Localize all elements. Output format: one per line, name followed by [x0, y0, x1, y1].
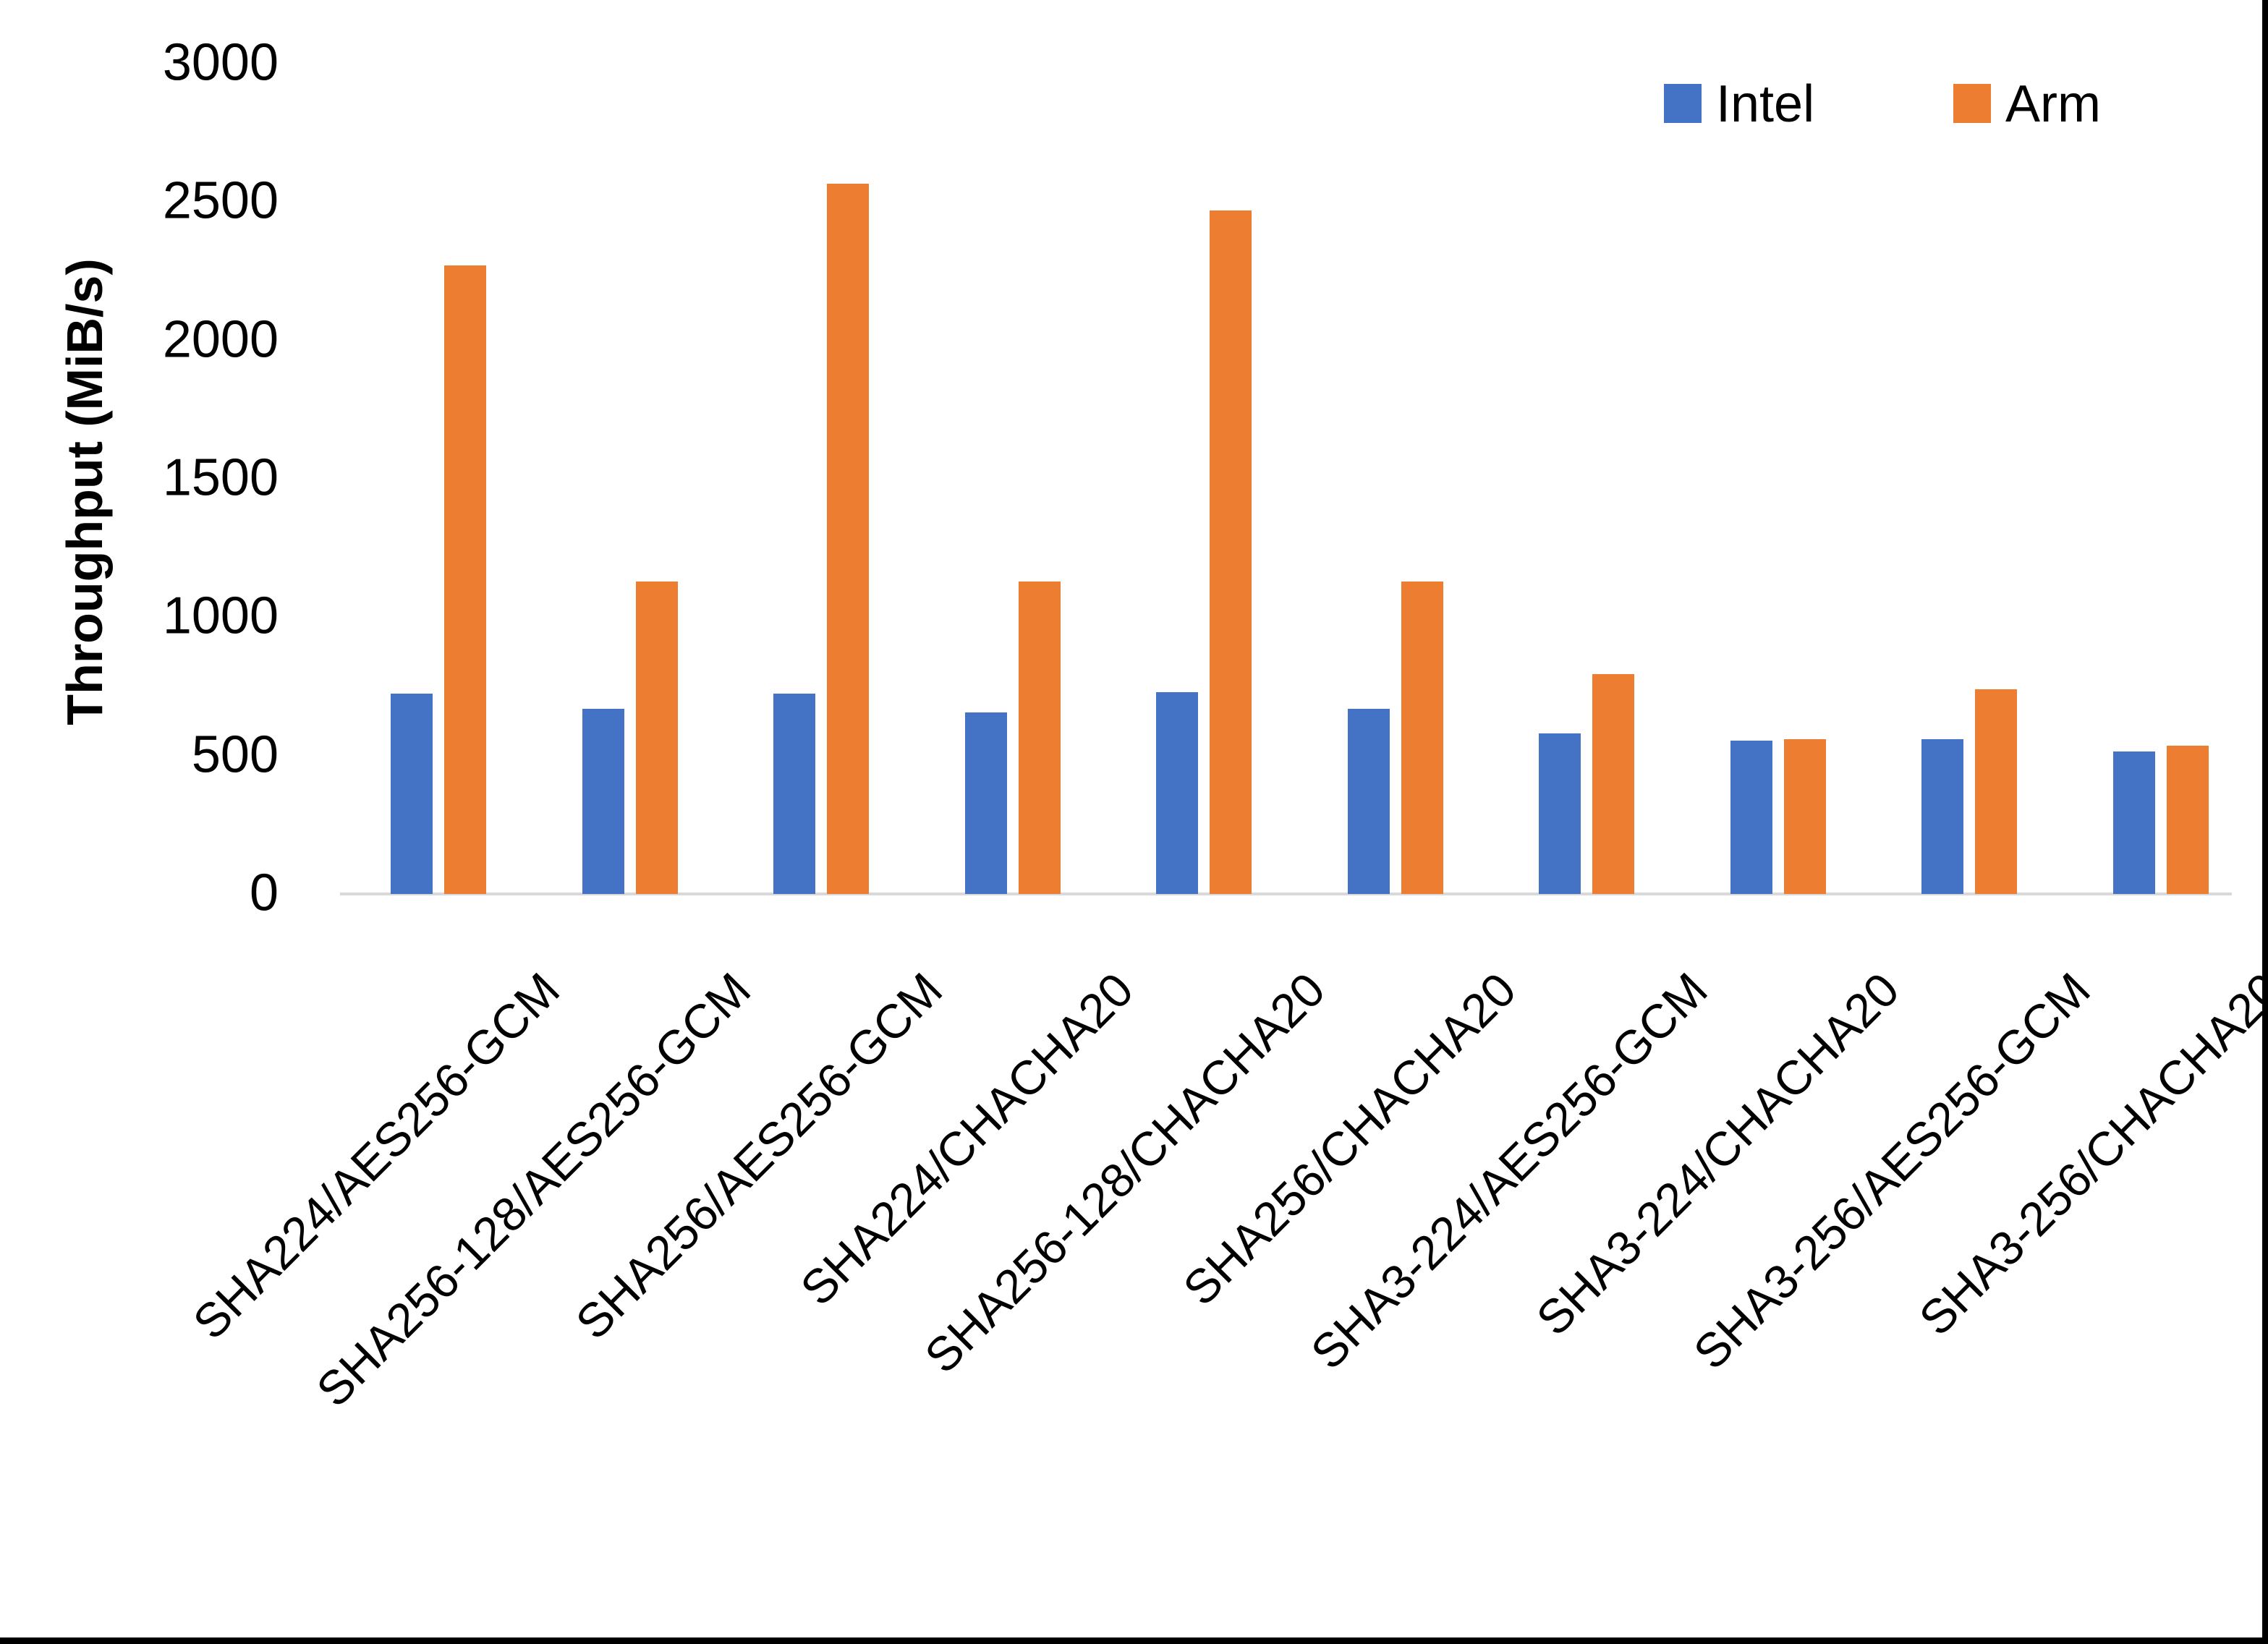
bar-arm-SHA256-128/CHACHA20 [1210, 210, 1252, 894]
bar-intel-SHA256-128/AES256-GCM [582, 709, 624, 894]
bar-arm-SHA224/AES256-GCM [444, 265, 486, 894]
bar-arm-SHA256/CHACHA20 [1401, 582, 1443, 894]
legend-swatch-arm-icon [1953, 84, 1991, 123]
bar-arm-SHA3-224/AES256-GCM [1592, 674, 1634, 894]
x-axis-label-SHA3-224/AES256-GCM: SHA3-224/AES256-GCM [1300, 962, 1717, 1379]
x-axis-line [340, 893, 2232, 895]
x-axis-label-SHA224/AES256-GCM: SHA224/AES256-GCM [182, 962, 569, 1350]
y-tick-label-0: 0 [249, 864, 279, 922]
x-axis-label-SHA3-224/CHACHA20: SHA3-224/CHACHA20 [1525, 962, 1909, 1346]
bar-arm-SHA256-128/AES256-GCM [635, 582, 678, 894]
x-axis-label-SHA256/AES256-GCM: SHA256/AES256-GCM [565, 962, 952, 1350]
bar-intel-SHA256-128/CHACHA20 [1156, 692, 1198, 894]
bar-intel-SHA3-256/AES256-GCM [1921, 739, 1963, 894]
bar-intel-SHA3-224/CHACHA20 [1730, 741, 1772, 894]
legend-swatch-intel-icon [1664, 84, 1702, 123]
bar-intel-SHA3-224/AES256-GCM [1539, 733, 1581, 894]
bar-intel-SHA256/AES256-GCM [773, 694, 815, 894]
y-tick-label-1500: 1500 [162, 448, 279, 507]
x-axis-label-SHA256/CHACHA20: SHA256/CHACHA20 [1173, 962, 1526, 1316]
bar-arm-SHA3-224/CHACHA20 [1783, 739, 1826, 894]
x-axis-label-SHA224/CHACHA20: SHA224/CHACHA20 [790, 962, 1144, 1316]
bar-intel-SHA3-256/CHACHA20 [2112, 751, 2155, 894]
legend-label-intel: Intel [1716, 75, 1815, 133]
y-tick-label-2000: 2000 [162, 310, 279, 369]
bar-arm-SHA256/AES256-GCM [827, 184, 869, 894]
y-tick-label-3000: 3000 [162, 33, 279, 92]
bar-arm-SHA3-256/AES256-GCM [1975, 689, 2017, 894]
x-axis-label-SHA256-128/CHACHA20: SHA256-128/CHACHA20 [914, 962, 1335, 1384]
x-axis-label-SHA3-256/AES256-GCM: SHA3-256/AES256-GCM [1683, 962, 2100, 1379]
legend-label-arm: Arm [2005, 75, 2101, 133]
bar-intel-SHA256/CHACHA20 [1347, 709, 1390, 894]
y-tick-label-500: 500 [191, 725, 279, 784]
bar-intel-SHA224/CHACHA20 [964, 712, 1007, 894]
bar-arm-SHA3-256/CHACHA20 [2166, 746, 2209, 894]
screenshot-right-border [2262, 0, 2268, 1644]
y-tick-label-2500: 2500 [162, 171, 279, 230]
y-tick-label-1000: 1000 [162, 587, 279, 645]
bar-intel-SHA224/AES256-GCM [391, 694, 433, 894]
screenshot-bottom-border [0, 1637, 2268, 1644]
x-axis-label-SHA3-256/CHACHA20: SHA3-256/CHACHA20 [1908, 962, 2268, 1346]
bar-arm-SHA224/CHACHA20 [1018, 582, 1061, 894]
